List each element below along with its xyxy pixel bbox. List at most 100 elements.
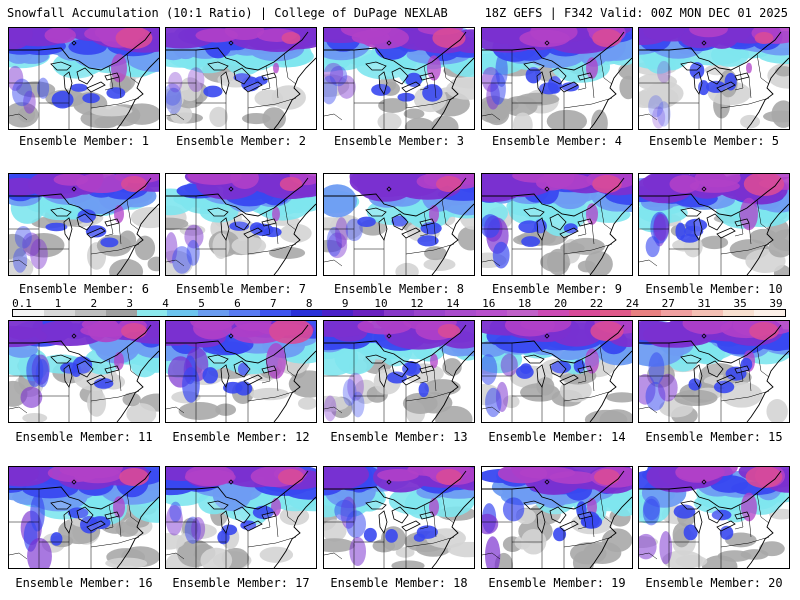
ensemble-map-panel <box>481 27 633 130</box>
ensemble-member-label: Ensemble Member: 18 <box>330 576 468 590</box>
colorbar-swatch <box>198 310 230 316</box>
colorbar-swatch <box>723 310 754 316</box>
snowfall-map <box>9 28 159 129</box>
ensemble-map-panel <box>638 173 790 276</box>
ensemble-map-panel <box>323 27 475 130</box>
ensemble-map-panel <box>323 173 475 276</box>
model-run-info: 18Z GEFS | F342 Valid: 00Z MON DEC 01 20… <box>484 6 788 20</box>
ensemble-member-label: Ensemble Member: 4 <box>491 134 623 148</box>
snowfall-map <box>166 467 316 568</box>
ensemble-member-label: Ensemble Member: 15 <box>645 430 783 444</box>
ensemble-member-label: Ensemble Member: 3 <box>333 134 465 148</box>
ensemble-member-label: Ensemble Member: 5 <box>648 134 780 148</box>
colorbar-swatch <box>290 310 322 316</box>
ensemble-member-label: Ensemble Member: 20 <box>645 576 783 590</box>
ensemble-member-label: Ensemble Member: 10 <box>645 282 783 296</box>
ensemble-member-label: Ensemble Member: 7 <box>175 282 307 296</box>
ensemble-map-panel <box>165 173 317 276</box>
snowfall-map <box>324 467 474 568</box>
snowfall-map <box>482 467 632 568</box>
colorbar-label: 4 <box>162 297 169 310</box>
snowfall-map <box>9 321 159 422</box>
ensemble-map-panel <box>638 320 790 423</box>
snowfall-map <box>324 28 474 129</box>
colorbar-swatch <box>414 310 446 316</box>
snowfall-map <box>639 321 789 422</box>
ensemble-map-panel <box>8 27 160 130</box>
colorbar-label: 16 <box>482 297 496 310</box>
ensemble-map-panel <box>165 320 317 423</box>
colorbar-label: 9 <box>341 297 349 310</box>
snowfall-colorbar <box>12 309 786 317</box>
colorbar-swatch <box>754 310 785 316</box>
snowfall-map <box>482 321 632 422</box>
snowfall-map <box>324 174 474 275</box>
colorbar-swatch <box>74 310 106 316</box>
ensemble-member-label: Ensemble Member: 19 <box>488 576 626 590</box>
colorbar-swatch <box>43 310 75 316</box>
snowfall-map <box>639 174 789 275</box>
colorbar-label: 22 <box>589 297 604 310</box>
colorbar-swatch <box>383 310 415 316</box>
ensemble-map-panel <box>323 466 475 569</box>
colorbar-swatch <box>507 310 538 316</box>
snowfall-map <box>482 28 632 129</box>
colorbar-swatch <box>167 310 199 316</box>
ensemble-member-label: Ensemble Member: 9 <box>491 282 623 296</box>
colorbar-label: 10 <box>374 297 388 310</box>
colorbar-label: 31 <box>697 297 711 310</box>
colorbar-swatch <box>321 310 353 316</box>
colorbar-label: 8 <box>305 297 313 310</box>
colorbar-swatch <box>661 310 693 316</box>
colorbar-label: 7 <box>270 297 277 310</box>
ensemble-map-panel <box>323 320 475 423</box>
ensemble-member-label: Ensemble Member: 13 <box>330 430 468 444</box>
colorbar-swatch <box>692 310 724 316</box>
snowfall-map <box>166 174 316 275</box>
ensemble-map-panel <box>8 320 160 423</box>
colorbar-label: 14 <box>446 297 460 310</box>
map-title: Snowfall Accumulation (10:1 Ratio) | Col… <box>7 6 448 20</box>
colorbar-label: 6 <box>234 297 241 310</box>
snowfall-map <box>166 321 316 422</box>
colorbar-swatch <box>476 310 507 316</box>
snowfall-map <box>639 467 789 568</box>
ensemble-member-label: Ensemble Member: 12 <box>172 430 310 444</box>
snowfall-map <box>9 174 159 275</box>
ensemble-member-label: Ensemble Member: 8 <box>333 282 465 296</box>
ensemble-member-label: Ensemble Member: 6 <box>18 282 150 296</box>
ensemble-map-panel <box>165 27 317 130</box>
colorbar-swatch <box>599 310 631 316</box>
ensemble-map-panel <box>481 173 633 276</box>
colorbar-swatch <box>260 310 291 316</box>
colorbar-swatch <box>136 310 168 316</box>
colorbar-swatch <box>352 310 384 316</box>
snowfall-map <box>9 467 159 568</box>
colorbar-swatch <box>445 310 477 316</box>
colorbar-label: 3 <box>126 297 134 310</box>
snowfall-map <box>482 174 632 275</box>
ensemble-member-label: Ensemble Member: 11 <box>15 430 153 444</box>
ensemble-member-label: Ensemble Member: 1 <box>18 134 150 148</box>
colorbar-label: 2 <box>90 297 98 310</box>
colorbar-swatch <box>568 310 600 316</box>
snowfall-map <box>166 28 316 129</box>
colorbar-label: 35 <box>733 297 747 310</box>
colorbar-swatch <box>13 310 44 316</box>
ensemble-map-panel <box>481 466 633 569</box>
colorbar-swatch <box>105 310 137 316</box>
colorbar-label: 1 <box>54 297 62 310</box>
ensemble-member-label: Ensemble Member: 14 <box>488 430 626 444</box>
colorbar-label: 39 <box>769 297 783 310</box>
colorbar-label: 5 <box>198 297 205 310</box>
colorbar-swatch <box>630 310 662 316</box>
snowfall-map <box>639 28 789 129</box>
ensemble-map-panel <box>638 466 790 569</box>
ensemble-member-label: Ensemble Member: 17 <box>172 576 310 590</box>
ensemble-map-panel <box>638 27 790 130</box>
ensemble-map-panel <box>481 320 633 423</box>
colorbar-label: 24 <box>625 297 639 310</box>
colorbar-labels: 0.1 1 2 3 4 5 6 7 8 9 10 12 14 16 18 20 22 24 27 31 35 39 <box>12 297 786 310</box>
colorbar-label: 20 <box>553 297 568 310</box>
colorbar-swatch <box>537 310 569 316</box>
